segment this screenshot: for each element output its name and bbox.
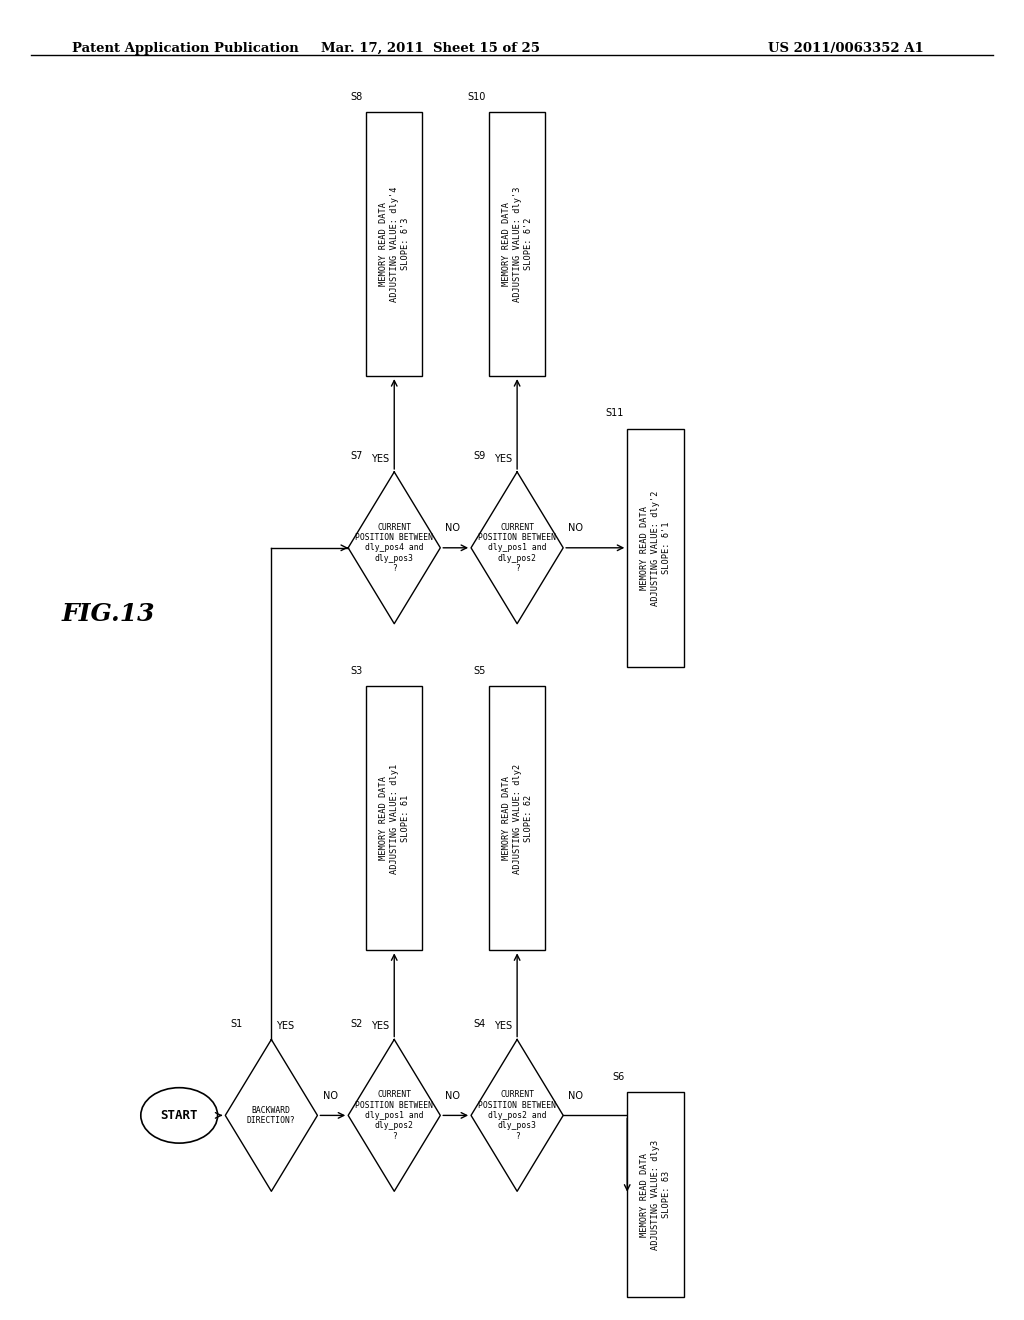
Text: YES: YES	[494, 454, 512, 463]
Polygon shape	[348, 473, 440, 624]
Bar	[489, 112, 545, 376]
Text: NO: NO	[445, 1090, 461, 1101]
Text: S11: S11	[606, 408, 625, 418]
Bar	[367, 686, 422, 950]
Text: S6: S6	[612, 1072, 625, 1082]
Text: MEMORY READ DATA
ADJUSTING VALUE: dly'4
SLOPE: δ'3: MEMORY READ DATA ADJUSTING VALUE: dly'4 …	[379, 186, 410, 302]
Text: YES: YES	[371, 1022, 389, 1031]
Text: CURRENT
POSITION BETWEEN
dly_pos2 and
dly_pos3
?: CURRENT POSITION BETWEEN dly_pos2 and dl…	[478, 1090, 556, 1140]
Text: Mar. 17, 2011  Sheet 15 of 25: Mar. 17, 2011 Sheet 15 of 25	[321, 42, 540, 55]
Text: CURRENT
POSITION BETWEEN
dly_pos1 and
dly_pos2
?: CURRENT POSITION BETWEEN dly_pos1 and dl…	[355, 1090, 433, 1140]
Text: START: START	[161, 1109, 198, 1122]
Text: S2: S2	[350, 1019, 362, 1030]
Text: MEMORY READ DATA
ADJUSTING VALUE: dly'3
SLOPE: δ'2: MEMORY READ DATA ADJUSTING VALUE: dly'3 …	[502, 186, 532, 302]
Bar	[489, 686, 545, 950]
Text: S5: S5	[473, 665, 485, 676]
Text: S3: S3	[351, 665, 362, 676]
Bar	[627, 1093, 684, 1296]
Text: MEMORY READ DATA
ADJUSTING VALUE: dly2
SLOPE: δ2: MEMORY READ DATA ADJUSTING VALUE: dly2 S…	[502, 763, 532, 874]
Text: S1: S1	[230, 1019, 243, 1030]
Text: MEMORY READ DATA
ADJUSTING VALUE: dly1
SLOPE: δ1: MEMORY READ DATA ADJUSTING VALUE: dly1 S…	[379, 763, 410, 874]
Text: FIG.13: FIG.13	[61, 602, 155, 626]
Text: NO: NO	[568, 523, 584, 533]
Bar	[627, 429, 684, 667]
Bar	[367, 112, 422, 376]
Ellipse shape	[140, 1088, 217, 1143]
Text: CURRENT
POSITION BETWEEN
dly_pos4 and
dly_pos3
?: CURRENT POSITION BETWEEN dly_pos4 and dl…	[355, 523, 433, 573]
Text: NO: NO	[323, 1090, 338, 1101]
Text: YES: YES	[371, 454, 389, 463]
Polygon shape	[471, 1040, 563, 1191]
Text: MEMORY READ DATA
ADJUSTING VALUE: dly'2
SLOPE: δ'1: MEMORY READ DATA ADJUSTING VALUE: dly'2 …	[640, 490, 671, 606]
Text: MEMORY READ DATA
ADJUSTING VALUE: dly3
SLOPE: δ3: MEMORY READ DATA ADJUSTING VALUE: dly3 S…	[640, 1139, 671, 1250]
Text: US 2011/0063352 A1: US 2011/0063352 A1	[768, 42, 924, 55]
Polygon shape	[471, 473, 563, 624]
Text: BACKWARD
DIRECTION?: BACKWARD DIRECTION?	[247, 1106, 296, 1125]
Text: S9: S9	[473, 451, 485, 462]
Text: S7: S7	[350, 451, 362, 462]
Text: YES: YES	[276, 1022, 295, 1031]
Text: NO: NO	[568, 1090, 584, 1101]
Text: S10: S10	[468, 91, 485, 102]
Text: CURRENT
POSITION BETWEEN
dly_pos1 and
dly_pos2
?: CURRENT POSITION BETWEEN dly_pos1 and dl…	[478, 523, 556, 573]
Polygon shape	[225, 1040, 317, 1191]
Text: S8: S8	[351, 91, 362, 102]
Text: S4: S4	[473, 1019, 485, 1030]
Text: YES: YES	[494, 1022, 512, 1031]
Text: NO: NO	[445, 523, 461, 533]
Text: Patent Application Publication: Patent Application Publication	[72, 42, 298, 55]
Polygon shape	[348, 1040, 440, 1191]
